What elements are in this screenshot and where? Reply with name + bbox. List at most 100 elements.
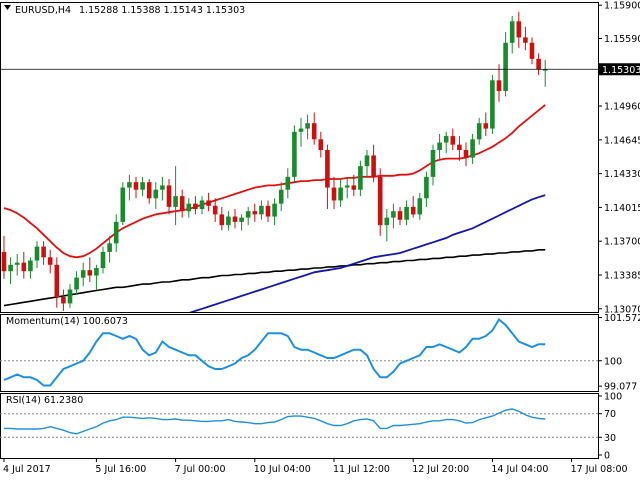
candle-body: [41, 246, 46, 258]
candle-body: [417, 198, 423, 215]
candle-body: [265, 205, 271, 217]
ma100-line: [189, 194, 546, 312]
candle-body: [186, 203, 192, 212]
momentum-tick-label: 101.5722: [604, 313, 640, 324]
candle-body: [490, 80, 495, 129]
candle-body: [529, 42, 535, 59]
time-tick-label: 14 Jul 04:00: [491, 464, 548, 475]
candle-body: [94, 268, 99, 276]
candle-body: [166, 185, 172, 207]
candle-body: [457, 144, 462, 151]
momentum-plot: [0, 317, 598, 387]
candle-body: [450, 136, 456, 145]
triangle-down-icon: [4, 5, 11, 10]
candle-body: [358, 166, 363, 190]
current-price-label: 1.15303: [602, 65, 640, 76]
candle-body: [391, 211, 396, 218]
price-tick-label: 1.13700: [604, 237, 640, 248]
candle-body: [47, 257, 53, 265]
candle-body: [496, 80, 502, 92]
rsi-panel: [0, 408, 598, 438]
candle-body: [80, 270, 86, 278]
candle-body: [74, 277, 79, 290]
candle-body: [173, 196, 178, 207]
ma200-line: [3, 249, 546, 307]
time-tick-label: 12 Jul 20:00: [412, 464, 469, 475]
rsi-tick-label: 100: [604, 392, 622, 403]
candle-body: [87, 270, 93, 276]
momentum-panel: [0, 317, 598, 387]
ma20-line: [3, 104, 546, 259]
price-tick-label: 1.15900: [604, 1, 640, 12]
candle-body: [344, 185, 350, 188]
candle-body: [278, 189, 284, 204]
price-tick-label: 1.14960: [604, 102, 640, 113]
rsi-line: [4, 408, 546, 435]
candle-body: [384, 217, 390, 226]
rsi-plot: [0, 408, 598, 438]
price-tick-label: 1.13070: [604, 304, 640, 315]
axes: 1.15900 1.15590 1.14960 1.14645 1.14330 1.140…: [3, 1, 640, 475]
momentum-frame: [0, 314, 599, 392]
candle-body: [160, 185, 165, 190]
candle-body: [305, 123, 310, 129]
candle-body: [338, 187, 343, 201]
candle-body: [239, 217, 244, 222]
candle-body: [292, 131, 297, 177]
candle-body: [516, 21, 522, 38]
candle-body: [311, 123, 317, 140]
price-tick-label: 1.13385: [604, 270, 640, 281]
candle-body: [146, 182, 152, 199]
candle-body: [14, 262, 20, 265]
rsi-tick-label: 30: [604, 433, 616, 444]
candle-body: [483, 123, 489, 129]
candle-body: [21, 262, 27, 272]
candle-body: [212, 205, 218, 215]
candle-body: [325, 150, 330, 188]
candle-body: [1, 251, 7, 272]
candle-body: [61, 296, 66, 304]
candle-body: [252, 211, 258, 215]
candle-body: [536, 58, 541, 70]
candle-body: [470, 139, 475, 158]
momentum-tick-label: 99.077: [604, 382, 637, 393]
price-panel: [0, 11, 598, 312]
current-price-badge: [599, 63, 640, 76]
candle-body: [199, 200, 205, 210]
candle-body: [371, 155, 376, 177]
time-tick-label: 11 Jul 12:00: [333, 464, 390, 475]
candle-body: [503, 42, 508, 92]
candle-body: [272, 203, 277, 217]
candle-body: [120, 187, 126, 222]
time-tick-label: 10 Jul 04:00: [254, 464, 311, 475]
panel-frames: [0, 2, 599, 459]
candle-body: [430, 150, 436, 177]
candle-body: [397, 211, 403, 220]
candle-body: [404, 206, 409, 220]
price-frame: [0, 2, 599, 313]
candle-body: [179, 196, 185, 212]
price-tick-label: 1.14015: [604, 203, 640, 214]
candle-body: [54, 264, 60, 297]
candle-body: [410, 206, 416, 215]
candle-body: [226, 216, 231, 226]
rsi-tick-label: 70: [604, 409, 616, 420]
candle-body: [107, 243, 112, 252]
price-tick-label: 1.14330: [604, 169, 640, 180]
candle-body: [377, 176, 383, 226]
candle-body: [523, 37, 528, 43]
symbol-label: EURUSD,H4: [15, 5, 71, 16]
price-plot: [1, 11, 548, 312]
candle-body: [285, 176, 291, 190]
candle-body: [34, 246, 40, 261]
candle-body: [67, 289, 73, 304]
candle-body: [351, 185, 357, 190]
candle-body: [206, 200, 211, 206]
time-tick-label: 7 Jul 00:00: [175, 464, 226, 475]
candle-body: [437, 142, 442, 151]
candle-body: [232, 216, 238, 222]
rsi-frame: [0, 393, 599, 459]
candle-body: [28, 260, 33, 272]
